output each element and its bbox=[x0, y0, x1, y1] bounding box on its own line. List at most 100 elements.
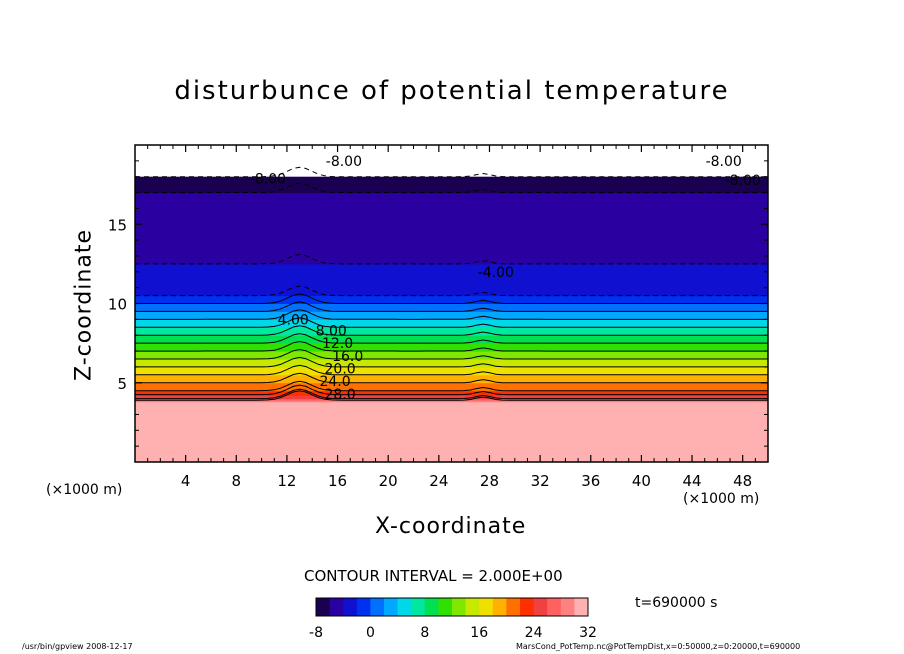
colorbar-cell bbox=[540, 598, 548, 616]
field-band bbox=[135, 301, 768, 304]
contour-interval: CONTOUR INTERVAL = 2.000E+00 bbox=[304, 567, 563, 585]
field-band bbox=[135, 184, 768, 187]
field-band bbox=[135, 430, 768, 433]
field-band bbox=[135, 324, 768, 327]
field-band bbox=[135, 387, 768, 390]
colorbar-cell bbox=[567, 598, 575, 616]
field-band bbox=[135, 417, 768, 420]
field-band bbox=[135, 447, 768, 450]
field-band bbox=[135, 244, 768, 247]
field-band bbox=[135, 332, 768, 335]
field-band bbox=[135, 351, 768, 354]
field-band bbox=[135, 442, 768, 446]
colorbar-cell bbox=[363, 598, 371, 616]
x-tick-label: 48 bbox=[733, 472, 752, 490]
field-band bbox=[135, 376, 768, 379]
x-tick-label: 8 bbox=[232, 472, 242, 490]
field-band bbox=[135, 230, 768, 233]
field-band bbox=[135, 382, 768, 385]
x-axis-label: X-coordinate bbox=[375, 514, 527, 539]
field-band bbox=[135, 202, 768, 205]
field-band bbox=[135, 265, 768, 268]
field-band bbox=[135, 235, 768, 238]
contour-line bbox=[135, 301, 768, 312]
contour-label: -8.00 bbox=[706, 154, 742, 170]
colorbar-tick-label: 8 bbox=[420, 625, 429, 641]
colorbar-cell bbox=[574, 598, 582, 616]
field-band bbox=[135, 365, 768, 368]
colorbar-cell bbox=[506, 598, 514, 616]
colorbar-cell bbox=[465, 598, 473, 616]
field-band bbox=[135, 286, 768, 289]
field-band bbox=[135, 328, 768, 331]
field-band bbox=[135, 362, 768, 365]
field-band bbox=[135, 273, 768, 276]
field-band bbox=[135, 313, 768, 316]
field-band bbox=[135, 428, 768, 431]
field-band bbox=[135, 300, 768, 303]
field-band bbox=[135, 314, 768, 317]
field-band bbox=[135, 384, 768, 387]
colorbar-tick-label: 16 bbox=[470, 625, 488, 641]
field-band bbox=[135, 436, 768, 439]
field-band bbox=[135, 309, 768, 312]
field-band bbox=[135, 271, 768, 274]
contour-line bbox=[135, 388, 768, 400]
y-tick-label: 15 bbox=[108, 216, 127, 234]
field-band bbox=[135, 216, 768, 219]
field-band bbox=[135, 293, 768, 297]
field-band bbox=[135, 224, 768, 227]
field-band bbox=[135, 282, 768, 285]
colorbar-cell bbox=[554, 598, 562, 616]
contour-line bbox=[135, 309, 768, 320]
colorbar: -8 0 8 16 24 32 bbox=[309, 597, 597, 641]
field-band bbox=[135, 377, 768, 381]
colorbar-cell bbox=[472, 598, 480, 616]
colorbar-cell bbox=[397, 598, 405, 616]
x-tick-label: 40 bbox=[632, 472, 651, 490]
field-band bbox=[135, 246, 768, 249]
field-band bbox=[135, 289, 768, 292]
contour-line bbox=[135, 390, 768, 401]
contour-label: -8.00 bbox=[250, 171, 286, 187]
colorbar-cell bbox=[329, 598, 337, 616]
contour-line bbox=[135, 340, 768, 352]
colorbar-tick-label: 24 bbox=[525, 625, 543, 641]
field-band bbox=[135, 357, 768, 360]
field-band bbox=[135, 400, 768, 403]
field-band bbox=[135, 355, 768, 358]
field-band bbox=[135, 422, 768, 425]
field-band bbox=[135, 438, 768, 441]
contour-label: -8.00 bbox=[326, 154, 362, 170]
field-band bbox=[135, 319, 768, 322]
field-band bbox=[135, 206, 768, 209]
field-band bbox=[135, 366, 768, 369]
field-band bbox=[135, 397, 768, 400]
field-band bbox=[135, 195, 768, 198]
field-band bbox=[135, 390, 768, 393]
colorbar-frame bbox=[315, 597, 589, 617]
contour-label: 8.00 bbox=[316, 323, 347, 339]
colorbar-cell bbox=[370, 598, 378, 616]
field-band bbox=[135, 197, 768, 200]
field-band bbox=[135, 263, 768, 266]
field-band bbox=[135, 444, 768, 447]
field-band bbox=[135, 335, 768, 338]
field-band bbox=[135, 262, 768, 265]
field-band bbox=[135, 211, 768, 214]
field-band bbox=[135, 389, 768, 392]
contour-line bbox=[135, 317, 768, 328]
field-band bbox=[135, 278, 768, 281]
y-tick-label: 10 bbox=[108, 296, 127, 314]
x-tick-label: 16 bbox=[328, 472, 347, 490]
field-band bbox=[135, 186, 768, 189]
field-band bbox=[135, 225, 768, 228]
colorbar-cell bbox=[458, 598, 466, 616]
field-band bbox=[135, 192, 768, 195]
field-band bbox=[135, 183, 768, 186]
field-band bbox=[135, 217, 768, 220]
field-band bbox=[135, 320, 768, 324]
field-band bbox=[135, 419, 768, 422]
field-band bbox=[135, 416, 768, 419]
field-band bbox=[135, 297, 768, 300]
